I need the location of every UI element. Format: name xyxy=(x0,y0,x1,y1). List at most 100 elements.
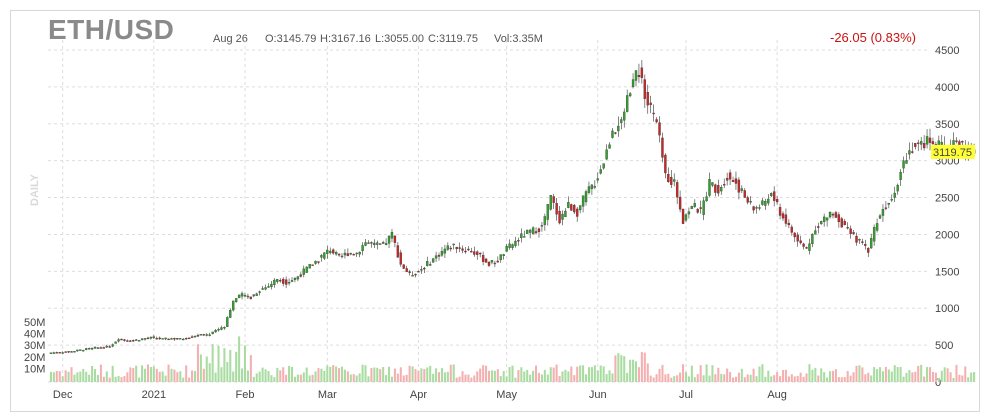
candle-body xyxy=(334,252,338,255)
volume-tick-label: 50M xyxy=(24,317,45,329)
candle-body xyxy=(284,279,288,285)
volume-bar xyxy=(658,368,661,382)
candle-body xyxy=(484,258,488,263)
volume-bar xyxy=(596,370,599,382)
candle-body xyxy=(922,143,926,149)
candle-body xyxy=(925,136,929,145)
candle-body xyxy=(461,248,464,251)
volume-bar xyxy=(449,364,452,382)
volume-bar xyxy=(405,374,408,382)
volume-bar xyxy=(667,373,670,382)
volume-bar xyxy=(223,348,226,382)
candle-body xyxy=(126,340,129,342)
volume-bar xyxy=(385,375,388,382)
candle-body xyxy=(655,119,658,123)
candle-body xyxy=(155,338,158,340)
volume-bar xyxy=(884,366,887,382)
candle-body xyxy=(226,317,229,327)
candle-body xyxy=(537,228,541,232)
candle-body xyxy=(67,351,70,353)
candle-body xyxy=(276,279,279,282)
candle-body xyxy=(196,335,200,337)
candle-body xyxy=(526,229,529,234)
candle-body xyxy=(187,337,191,340)
candle-body xyxy=(590,184,594,190)
volume-bar xyxy=(502,371,505,382)
candle-body xyxy=(808,243,811,251)
volume-bar xyxy=(158,371,161,382)
candle-body xyxy=(105,345,108,348)
candle-body xyxy=(646,92,649,106)
candle-body xyxy=(170,338,173,340)
high-label: H:3167.16 xyxy=(320,33,371,45)
candle-body xyxy=(528,229,532,233)
volume-bar xyxy=(138,377,141,382)
volume-bar xyxy=(135,365,138,382)
candle-body xyxy=(208,334,211,336)
volume-bar xyxy=(155,368,158,382)
candle-body xyxy=(449,247,452,250)
volume-bar xyxy=(399,367,402,382)
volume-bar xyxy=(781,370,785,382)
volume-bar xyxy=(105,371,108,382)
candle-body xyxy=(746,197,749,203)
candle-body xyxy=(628,93,632,97)
candle-body xyxy=(164,337,167,340)
volume-bar xyxy=(467,374,470,382)
candle-body xyxy=(884,207,888,209)
candle-body xyxy=(70,351,73,353)
volume-bar xyxy=(132,367,135,382)
volume-bar xyxy=(182,377,185,382)
candle-body xyxy=(343,252,347,256)
candle-body xyxy=(634,70,638,81)
candle-body xyxy=(864,244,867,246)
candle-body xyxy=(917,142,920,144)
candle-body xyxy=(831,213,835,216)
volume-bar xyxy=(299,374,302,382)
volume-bar xyxy=(473,375,476,382)
candle-body xyxy=(340,255,344,258)
candle-body xyxy=(411,275,414,277)
volume-bar xyxy=(517,369,520,382)
candle-body xyxy=(940,141,943,145)
candle-body xyxy=(185,338,188,340)
volume-bar xyxy=(176,372,179,382)
last-price-value: 3119.75 xyxy=(933,147,972,159)
candle-body xyxy=(517,240,520,242)
candle-body xyxy=(770,193,773,197)
volume-bar xyxy=(323,370,326,382)
volume-bar xyxy=(670,377,673,382)
volume-bar xyxy=(108,377,111,382)
candle-body xyxy=(796,234,799,242)
candle-body xyxy=(452,243,455,246)
candle-body xyxy=(643,79,646,99)
volume-bar xyxy=(193,371,197,382)
volume-bar xyxy=(76,372,79,382)
x-tick-label: Apr xyxy=(410,389,427,401)
volume-bar xyxy=(329,366,332,382)
volume-bar xyxy=(326,365,329,382)
candle-body xyxy=(261,288,264,290)
candle-body xyxy=(905,160,908,164)
volume-bar xyxy=(755,376,758,382)
volume-bar xyxy=(217,345,220,382)
x-tick-label: Feb xyxy=(235,389,254,401)
volume-bar xyxy=(67,371,70,382)
candle-body xyxy=(367,242,370,244)
volume-bar xyxy=(335,366,338,382)
candle-body xyxy=(490,260,494,263)
candle-body xyxy=(493,262,497,265)
candle-body xyxy=(631,79,635,88)
volume-bar xyxy=(214,372,217,382)
candle-body xyxy=(352,254,355,256)
volume-bar xyxy=(973,372,976,382)
volume-bar xyxy=(546,374,549,382)
candle-body xyxy=(717,185,720,194)
volume-bar xyxy=(382,366,385,382)
candle-body xyxy=(332,249,335,254)
candle-body xyxy=(202,334,205,336)
candle-body xyxy=(555,203,558,215)
candle-body xyxy=(373,242,376,246)
candle-body xyxy=(61,352,64,354)
